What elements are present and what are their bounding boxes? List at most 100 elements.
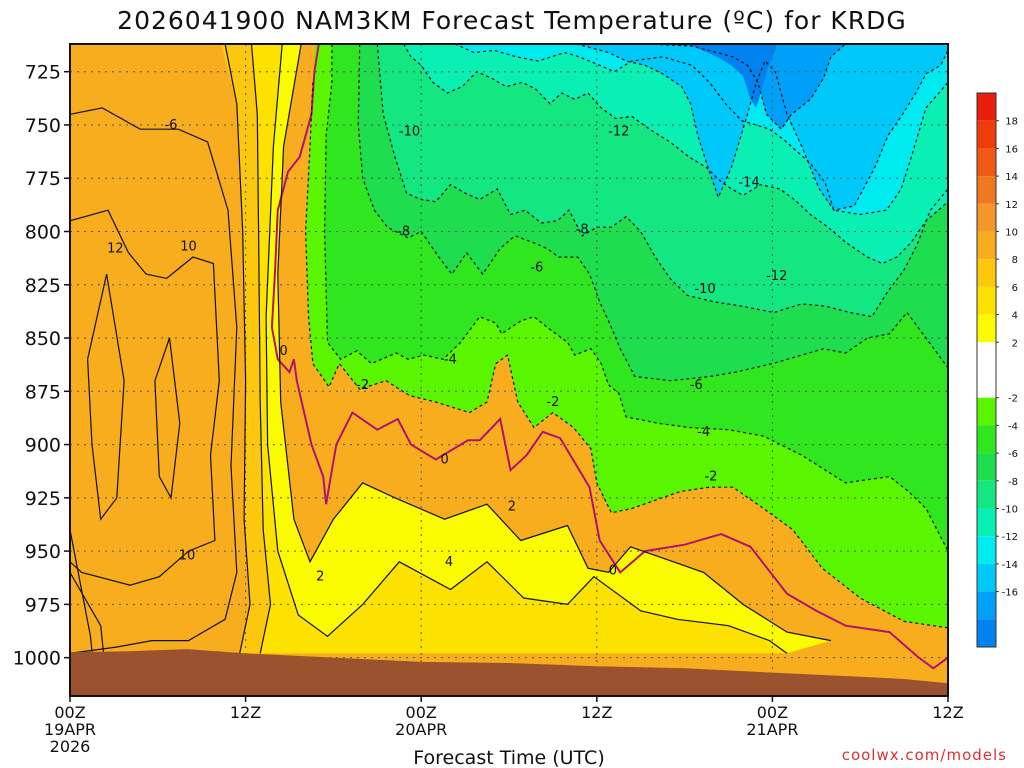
contour-label-19: 10 xyxy=(179,548,196,563)
contour-line-5 xyxy=(403,44,948,265)
fill-region-9 xyxy=(266,44,831,654)
y-tick-label-3: 800 xyxy=(25,222,61,244)
colorbar-tick-label-0: 18 xyxy=(1005,117,1018,128)
colorbar-swatch-7 xyxy=(977,286,996,315)
colorbar-swatch-4 xyxy=(977,203,996,232)
contour-line-1 xyxy=(304,82,948,629)
contour-label-7: -8 xyxy=(576,222,589,237)
contour-label-20: 2 xyxy=(508,499,516,514)
contour-line-0 xyxy=(270,44,948,670)
contour-line-6 xyxy=(454,44,948,216)
colorbar-tick-label-14: -12 xyxy=(1002,532,1018,543)
colorbar-tick-label-13: -10 xyxy=(1002,505,1018,516)
colorbar-swatch-14 xyxy=(977,508,996,537)
contour-label-5: 10 xyxy=(180,239,197,254)
colorbar-tick-label-15: -14 xyxy=(1002,560,1018,571)
fill-region-6 xyxy=(70,44,250,654)
contour-line-14 xyxy=(70,209,220,586)
y-tick-label-2: 775 xyxy=(25,168,61,190)
x-tick-label-2-0: 00Z xyxy=(406,703,437,722)
contour-label-3: -14 xyxy=(738,175,759,190)
colorbar-tick-label-9: -2 xyxy=(1008,394,1018,405)
contour-label-23: 2 xyxy=(316,570,324,585)
x-tick-label-5-0: 12Z xyxy=(932,703,963,722)
colorbar-swatch-8 xyxy=(977,314,996,343)
contour-lines xyxy=(70,44,948,696)
colorbar-swatch-5 xyxy=(977,231,996,260)
contour-label-12: -4 xyxy=(444,352,457,367)
contour-label-11: 0 xyxy=(280,344,288,359)
credit-link[interactable]: coolwx.com/models xyxy=(842,746,1007,764)
colorbar-legend: 18 16 14 12 10 8 6 4 2 -2 -4 -6 -8 -10 -12 -14 -16 xyxy=(976,92,1018,648)
colorbar-swatch-16 xyxy=(977,563,996,592)
contour-labels: -6 -10 -12 -14 12 10 -8 -8 -6 -10 -12 0 -4 -2 -6 -2 -4 0 -… xyxy=(107,118,787,585)
colorbar-swatch-3 xyxy=(977,176,996,204)
contour-label-2: -12 xyxy=(608,124,629,139)
y-tick-label-5: 850 xyxy=(25,328,61,350)
colorbar-swatch-11 xyxy=(977,425,996,454)
y-tick-label-0: 725 xyxy=(25,62,61,84)
x-tick-label-0-0: 00Z xyxy=(54,703,85,722)
colorbar-swatch-2 xyxy=(977,148,996,177)
colorbar-swatch-1 xyxy=(977,120,996,149)
fill-region-18 xyxy=(689,44,777,108)
y-tick-label-1: 750 xyxy=(25,115,61,137)
contour-label-4: 12 xyxy=(107,242,124,257)
plot-area: -6 -10 -12 -14 12 10 -8 -8 -6 -10 -12 0 -4 -2 -6 -2 -4 0 -… xyxy=(69,43,949,697)
y-tick-label-6: 875 xyxy=(25,381,61,403)
colorbar-tick-label-3: 12 xyxy=(1005,200,1018,211)
temperature-fill-regions xyxy=(70,44,948,696)
colorbar-swatch-9 xyxy=(977,342,996,398)
x-tick-label-0-1: 19APR xyxy=(44,720,96,739)
contour-line-9 xyxy=(277,44,832,642)
colorbar-tick-label-7: 4 xyxy=(1012,311,1018,322)
colorbar-tick-label-1: 16 xyxy=(1005,144,1018,155)
contour-label-17: 0 xyxy=(440,452,448,467)
contour-line-15 xyxy=(87,273,125,521)
colorbar-tick-label-8: 2 xyxy=(1012,338,1018,349)
contour-label-10: -12 xyxy=(766,269,787,284)
y-tick-label-4: 825 xyxy=(25,275,61,297)
contour-line-8 xyxy=(647,44,846,131)
colorbar-swatch-13 xyxy=(977,480,996,509)
contour-label-9: -10 xyxy=(694,282,715,297)
colorbar-swatch-15 xyxy=(977,536,996,564)
contour-line-16 xyxy=(154,337,181,500)
contour-label-1: -10 xyxy=(399,124,420,139)
colorbar-swatch-10 xyxy=(977,397,996,426)
x-tick-label-4-1: 21APR xyxy=(746,720,798,739)
y-tick-label-9: 950 xyxy=(25,541,61,563)
contour-line-13 xyxy=(70,107,238,654)
colorbar-tick-label-6: 6 xyxy=(1012,283,1018,294)
ground-terrain xyxy=(70,649,948,696)
contour-label-18: -2 xyxy=(704,470,717,485)
contour-label-13: -2 xyxy=(356,378,369,393)
contour-line-4 xyxy=(376,44,948,318)
colorbar-swatch-6 xyxy=(977,259,996,287)
colorbar-tick-label-12: -8 xyxy=(1008,477,1018,488)
y-axis: 725 750 775 800 825 850 875 900 925 950 975 1000 xyxy=(13,62,70,670)
contour-line-10 xyxy=(265,44,788,654)
colorbar-swatch-12 xyxy=(977,453,996,481)
y-tick-label-11: 1000 xyxy=(13,648,61,670)
x-tick-label-4-0: 00Z xyxy=(757,703,788,722)
chart-title: 2026041900 NAM3KM Forecast Temperature (… xyxy=(117,6,907,35)
contour-label-6: -8 xyxy=(397,225,410,240)
colorbar-tick-label-4: 10 xyxy=(1005,228,1018,239)
plot-frame xyxy=(69,43,949,697)
colorbar-tick-label-11: -6 xyxy=(1008,449,1018,460)
colorbar-swatch-18 xyxy=(977,619,996,647)
colorbar-tick-label-10: -4 xyxy=(1008,421,1018,432)
fill-region-16 xyxy=(576,44,948,211)
contour-label-8: -6 xyxy=(530,261,543,276)
fill-region-17 xyxy=(648,44,846,130)
y-tick-label-7: 900 xyxy=(25,435,61,457)
x-tick-label-3-0: 12Z xyxy=(581,703,612,722)
contour-label-22: 0 xyxy=(609,563,617,578)
x-tick-label-2-1: 20APR xyxy=(395,720,447,739)
colorbar-tick-label-5: 8 xyxy=(1012,255,1018,266)
contour-line-11 xyxy=(250,44,272,654)
colorbar-tick-label-2: 14 xyxy=(1005,172,1018,183)
